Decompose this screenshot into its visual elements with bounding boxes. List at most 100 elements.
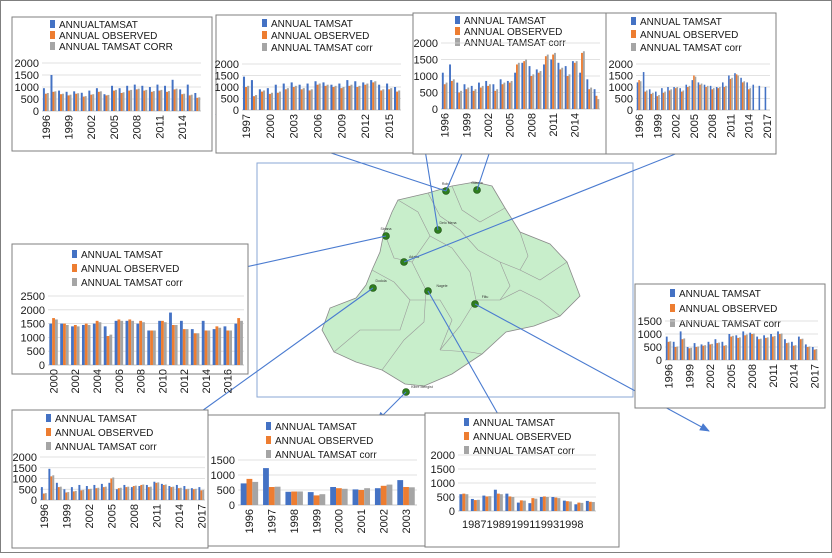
bar [765,337,767,360]
x-tick-label: 1997 [267,509,279,533]
bar [718,342,720,360]
bar [485,496,489,511]
station-label: Sinana [381,227,392,231]
bar [462,493,466,511]
x-tick-label: 1996 [39,504,51,528]
bar [806,347,809,360]
bar [149,486,152,500]
x-tick-label: 2017 [762,114,774,138]
bar [785,343,788,360]
bar [150,91,153,111]
bar [285,491,292,505]
bar [460,90,462,109]
x-tick-label: 1996 [634,114,646,138]
station-label: Delo Mena [440,221,457,225]
x-tick-label: 2016 [223,369,235,393]
bar [137,88,140,111]
bar [63,489,66,500]
basin-map: Robe Gasera Delo Mena Sinana Adaba Nagele Dodo… [256,162,634,398]
bar [682,90,685,110]
bar [390,88,393,110]
map-frame [256,162,634,398]
bar [162,484,165,500]
chart-5: ANNUAL TAMSAT ANNUAL OBSERVED ANNUAL TAMSA… [11,243,249,394]
x-tick-label: 2000 [265,114,277,138]
y-tick-label: 1500 [13,463,37,475]
bar [156,84,159,111]
bar [240,483,247,505]
chart-9: ANNUAL TAMSAT ANNUAL OBSERVED ANNUAL TAMSA… [424,412,620,548]
bar [366,83,369,110]
bar [737,75,739,110]
x-tick-label: 2011 [725,114,737,138]
bar [638,80,640,110]
bar [686,347,689,360]
x-tick-labels: 19871989199119931998 [462,519,584,531]
bar [95,320,99,365]
bar [84,96,87,111]
bar [168,486,171,500]
y-tick-label: 500 [217,485,235,497]
legend-label: ANNUAL OBSERVED [59,31,157,42]
bar [679,331,682,360]
x-tick-label: 2009 [336,114,348,138]
station-label: Filtu [482,295,489,299]
bar [441,72,444,109]
bar [564,66,567,109]
bar [71,326,74,365]
bar [194,488,197,500]
x-tick-label: 2014 [570,113,582,137]
bar [44,93,47,111]
bar [711,343,713,360]
bar [697,346,700,360]
bar [160,483,163,501]
bar [234,323,238,365]
bar [223,326,227,365]
bar [374,488,381,505]
bar [566,76,569,109]
bar [734,73,736,110]
bar [114,320,118,365]
bar [326,84,329,110]
bar [130,89,133,111]
bar [665,336,668,360]
bar [106,336,110,365]
bar [111,85,114,111]
bar [330,487,337,505]
bar [95,88,98,111]
bar [656,96,659,110]
bar [707,341,710,360]
bar [528,66,531,109]
bar [780,333,783,360]
bar [258,89,261,110]
bar [65,324,69,365]
bar [330,84,333,110]
bar [697,82,700,110]
legend-swatch [262,43,267,51]
bar [215,326,219,365]
bar [338,83,341,110]
bar [716,343,719,360]
bar [80,490,83,500]
bar [728,334,731,360]
bar [207,330,211,365]
bar [89,488,92,500]
bar [204,330,208,365]
x-tick-label: 1998 [289,509,301,533]
legend-label: ANNUAL TAMSAT corr [464,38,566,49]
bar [756,336,759,360]
bar [811,347,814,360]
bar [706,85,709,110]
bar [54,319,58,365]
bar [530,76,533,109]
bar [40,487,43,500]
bar [452,79,455,109]
bar [794,345,797,360]
x-tick-label: 2000 [334,509,346,533]
bar [135,89,138,111]
station-label: Adaba [409,255,419,259]
x-tick-label: 1997 [241,114,253,138]
bar [60,94,62,111]
